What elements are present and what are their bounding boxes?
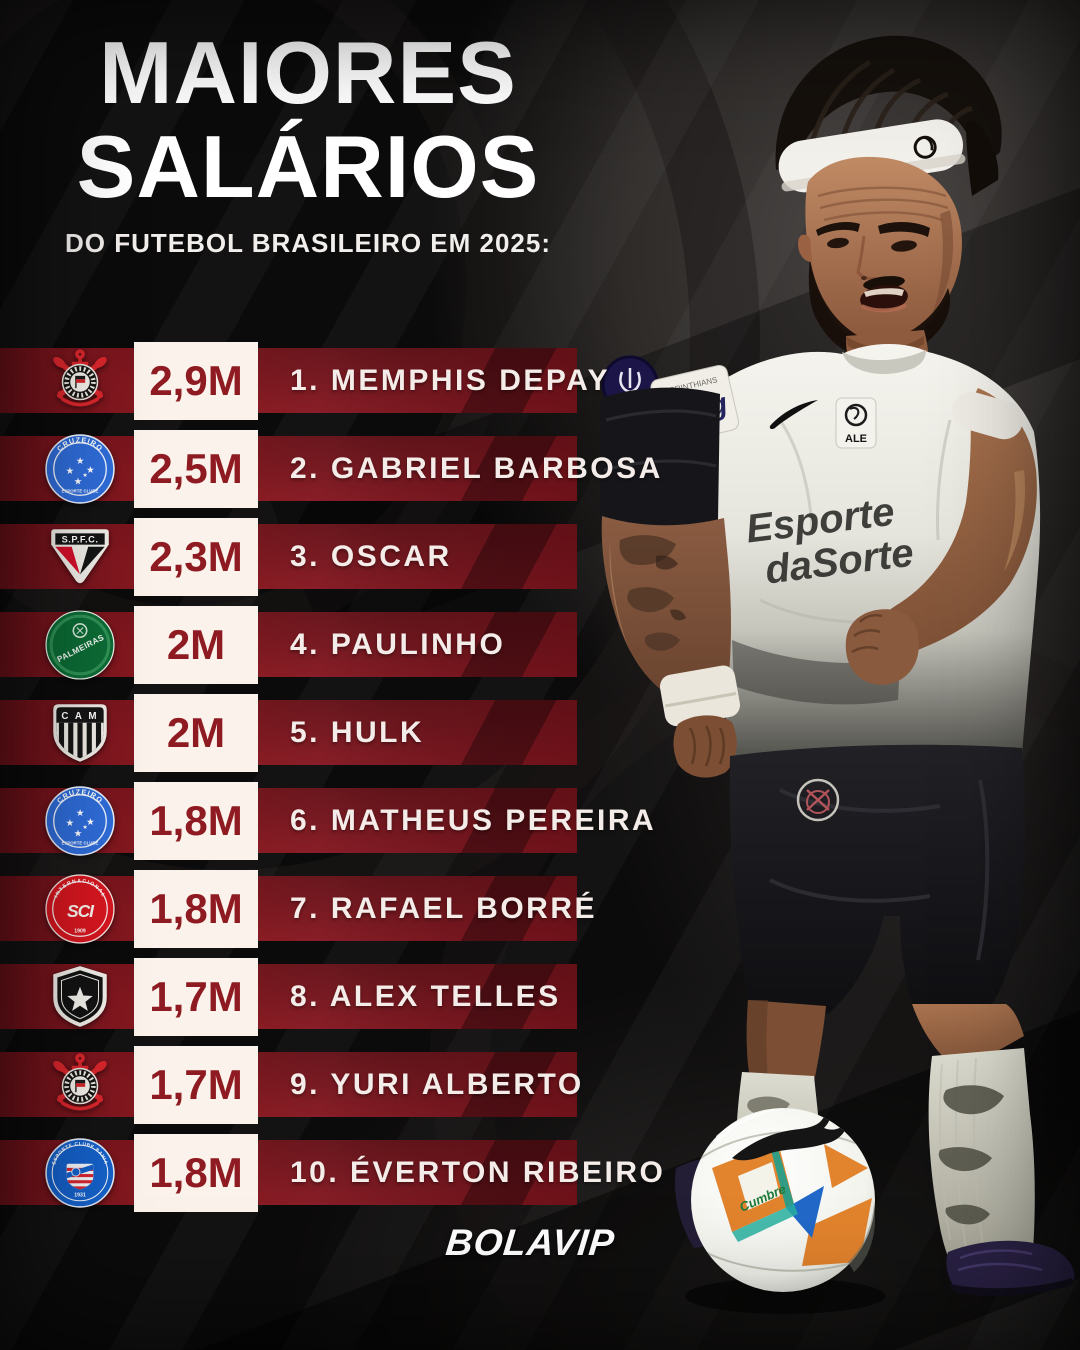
svg-text:★: ★ bbox=[86, 817, 94, 827]
player-name-label: 2. GABRIEL BARBOSA bbox=[290, 451, 663, 485]
player-name-label: 4. PAULINHO bbox=[290, 627, 506, 661]
svg-text:S.P.F.C.: S.P.F.C. bbox=[62, 535, 99, 545]
salary-value: 1,8M bbox=[134, 1134, 258, 1212]
svg-text:ESPORTE CLUBE: ESPORTE CLUBE bbox=[62, 489, 99, 494]
svg-text:★: ★ bbox=[76, 808, 84, 818]
salary-value: 1,8M bbox=[134, 782, 258, 860]
player-name-label: 5. HULK bbox=[290, 715, 425, 749]
cam-badge-icon: C A M bbox=[44, 697, 116, 769]
salary-table: 2,9M 1. MEMPHIS DEPAY CRUZEIRO ESPORTE CL… bbox=[0, 337, 663, 1217]
player-name-label: 6. MATHEUS PEREIRA bbox=[290, 803, 657, 837]
internacional-badge-icon: INTERNACIONAL 1909 SCI bbox=[44, 873, 116, 945]
left-hand bbox=[673, 715, 737, 778]
player-name-label: 10. ÉVERTON RIBEIRO bbox=[290, 1155, 666, 1189]
corinthians-badge-icon bbox=[44, 1049, 116, 1121]
title-line1: MAIORES bbox=[99, 23, 517, 122]
jersey-sponsor-text: Esporte daSorte bbox=[744, 490, 916, 593]
bahia-badge-icon: ESPORTE CLUBE BAHIA 1931 bbox=[44, 1137, 116, 1209]
salary-value: 1,7M bbox=[134, 958, 258, 1036]
svg-text:★: ★ bbox=[76, 456, 84, 466]
salary-row: PALMEIRAS 2M 4. PAULINHO bbox=[0, 601, 612, 689]
header: MAIORES SALÁRIOS DO FUTEBOL BRASILEIRO E… bbox=[8, 26, 608, 259]
salary-row: C A M 2M 5. HULK bbox=[0, 689, 612, 777]
player-figure: ALE CORINTHIANS bmg Esporte daSorte bbox=[600, 35, 1075, 1314]
palmeiras-badge-icon: PALMEIRAS bbox=[44, 609, 116, 681]
svg-text:1909: 1909 bbox=[74, 929, 86, 935]
svg-text:★: ★ bbox=[82, 824, 88, 831]
svg-text:ESPORTE CLUBE: ESPORTE CLUBE bbox=[62, 841, 99, 846]
ball: Cumbre bbox=[691, 1108, 876, 1292]
ale-sponsor-patch: ALE bbox=[835, 397, 877, 449]
svg-text:★: ★ bbox=[66, 466, 74, 476]
svg-text:ALE: ALE bbox=[845, 433, 867, 445]
wrist-tape bbox=[659, 665, 741, 727]
hair bbox=[775, 35, 1002, 171]
salary-value: 2M bbox=[134, 606, 258, 684]
salary-row: CRUZEIRO ESPORTE CLUBE ★ ★ ★ ★ ★ 1,8M 6. MAT… bbox=[0, 777, 654, 865]
player-name-label: 8. ALEX TELLES bbox=[290, 979, 561, 1013]
svg-text:★: ★ bbox=[66, 818, 74, 828]
salary-value: 1,8M bbox=[134, 870, 258, 948]
svg-text:SCI: SCI bbox=[67, 901, 95, 921]
headband-club-logo-icon bbox=[913, 135, 937, 159]
page-subtitle: DO FUTEBOL BRASILEIRO EM 2025: bbox=[64, 228, 552, 258]
svg-text:★: ★ bbox=[74, 476, 82, 486]
cruzeiro-badge-icon: CRUZEIRO ESPORTE CLUBE ★ ★ ★ ★ ★ bbox=[44, 785, 116, 857]
salary-row: CRUZEIRO ESPORTE CLUBE ★ ★ ★ ★ ★ 2,5M 2. GAB… bbox=[0, 425, 660, 513]
page-title: MAIORES SALÁRIOS bbox=[8, 26, 608, 214]
salary-row: INTERNACIONAL 1909 SCI 1,8M 7. RAFAEL BOR… bbox=[0, 865, 612, 953]
svg-text:★: ★ bbox=[74, 828, 82, 838]
player-name-label: 9. YURI ALBERTO bbox=[290, 1067, 584, 1101]
face bbox=[805, 156, 962, 346]
right-arm bbox=[862, 388, 1037, 659]
salary-value: 2M bbox=[134, 694, 258, 772]
salary-row: 2,9M 1. MEMPHIS DEPAY bbox=[0, 337, 612, 425]
player-photo: ALE CORINTHIANS bmg Esporte daSorte bbox=[600, 35, 1075, 1314]
salary-value: 2,9M bbox=[134, 342, 258, 420]
salary-row: S.P.F.C. 2,3M 3. OSCAR bbox=[0, 513, 612, 601]
title-line2: SALÁRIOS bbox=[76, 117, 540, 216]
right-boot bbox=[946, 1240, 1075, 1295]
player-name-label: 3. OSCAR bbox=[290, 539, 452, 573]
svg-text:C A M: C A M bbox=[61, 711, 98, 722]
botafogo-badge-icon bbox=[44, 961, 116, 1033]
salary-row: ESPORTE CLUBE BAHIA 1931 1,8M 10. ÉVERTON… bbox=[0, 1129, 663, 1217]
armband bbox=[600, 387, 720, 530]
svg-text:★: ★ bbox=[86, 465, 94, 475]
salary-value: 2,5M bbox=[134, 430, 258, 508]
svg-text:1931: 1931 bbox=[74, 1193, 86, 1199]
svg-text:★: ★ bbox=[82, 472, 88, 479]
player-name-label: 1. MEMPHIS DEPAY bbox=[290, 363, 611, 397]
right-fist bbox=[845, 609, 919, 685]
salary-value: 1,7M bbox=[134, 1046, 258, 1124]
salary-row: 1,7M 9. YURI ALBERTO bbox=[0, 1041, 612, 1129]
shorts-crest-icon bbox=[796, 778, 840, 822]
brand-logo: BOLAVIP bbox=[443, 1222, 617, 1263]
puma-cat-icon bbox=[732, 1108, 848, 1161]
salary-value: 2,3M bbox=[134, 518, 258, 596]
salary-row: 1,7M 8. ALEX TELLES bbox=[0, 953, 612, 1041]
player-name-label: 7. RAFAEL BORRÉ bbox=[290, 891, 597, 925]
cruzeiro-badge-icon: CRUZEIRO ESPORTE CLUBE ★ ★ ★ ★ ★ bbox=[44, 433, 116, 505]
corinthians-badge-icon bbox=[44, 345, 116, 417]
nike-swoosh-icon bbox=[769, 400, 818, 430]
spfc-badge-icon: S.P.F.C. bbox=[44, 521, 116, 593]
